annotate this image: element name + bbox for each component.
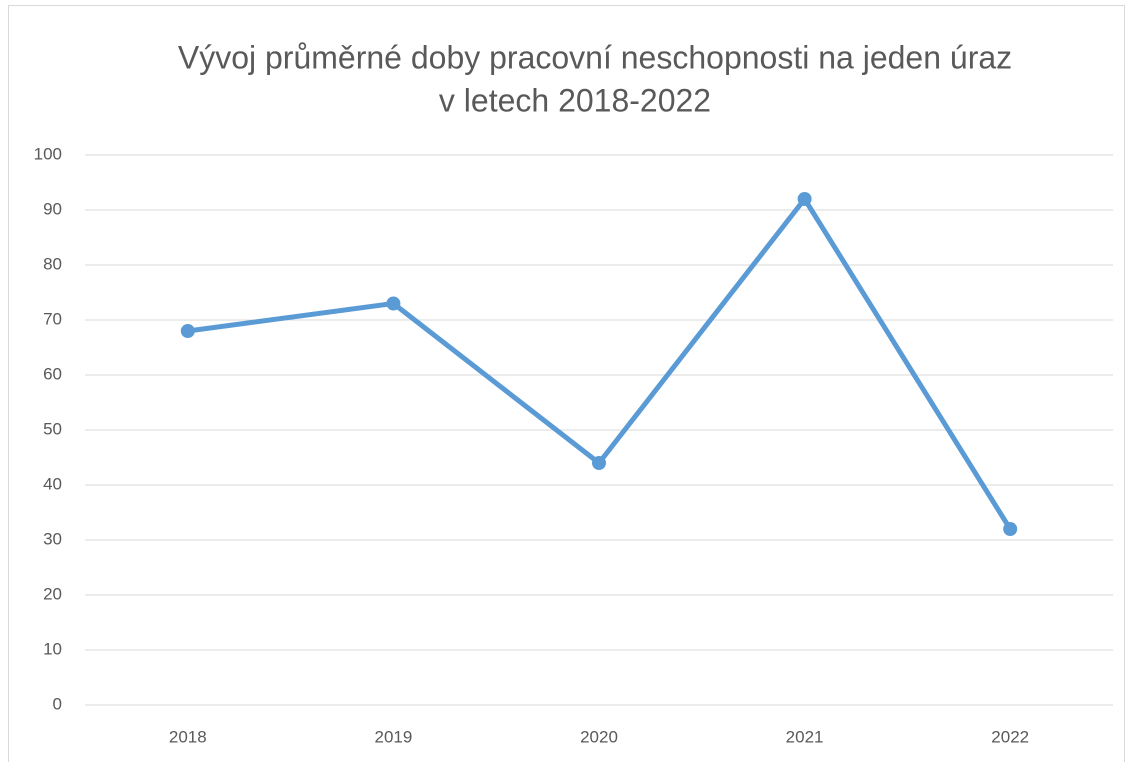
x-tick-label: 2020 [580, 727, 618, 746]
y-tick-label: 40 [43, 474, 62, 493]
point [592, 456, 606, 470]
x-tick-label: 2022 [991, 727, 1029, 746]
y-tick-label: 30 [43, 529, 62, 548]
point [386, 296, 401, 311]
y-tick-label: 70 [43, 309, 62, 328]
point [180, 324, 195, 338]
point [797, 192, 812, 206]
y-tick-label: 100 [34, 144, 62, 163]
y-tick-label: 80 [43, 254, 62, 273]
x-tick-label: 2021 [786, 727, 824, 746]
y-tick-label: 20 [43, 584, 62, 603]
chart-title: v letech 2018-2022 [439, 82, 711, 118]
y-tick-label: 0 [53, 694, 62, 713]
chart-frame [8, 5, 1125, 762]
y-tick-label: 50 [43, 419, 62, 438]
point [1003, 522, 1018, 536]
chart-title: Vývoj průměrné doby pracovní neschopnost… [178, 39, 1012, 75]
x-tick-label: 2018 [169, 727, 207, 746]
y-tick-label: 10 [43, 639, 62, 658]
y-tick-label: 60 [43, 364, 62, 383]
y-tick-label: 90 [43, 199, 62, 218]
x-tick-label: 2019 [374, 727, 412, 746]
